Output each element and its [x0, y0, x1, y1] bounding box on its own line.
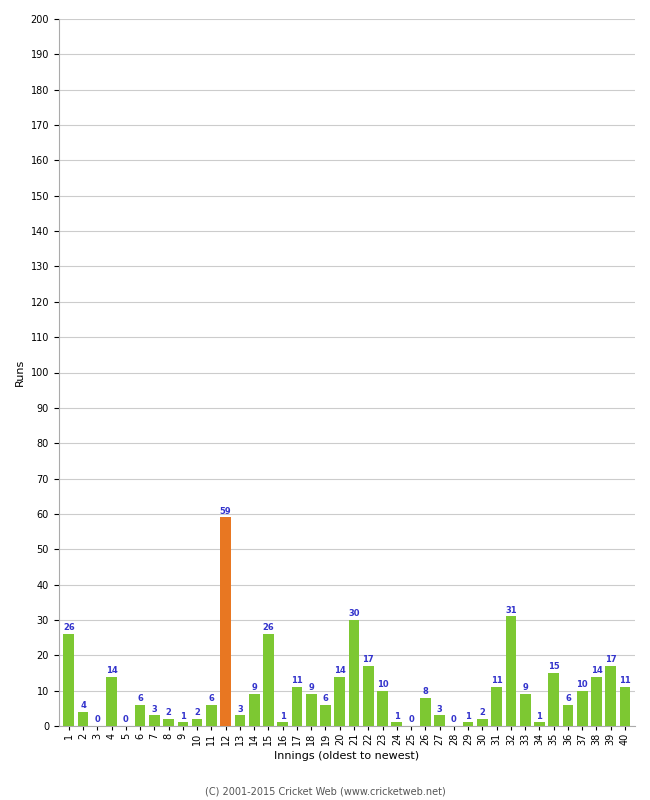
Text: 6: 6 — [137, 694, 143, 703]
Bar — [106, 677, 117, 726]
Bar — [149, 715, 160, 726]
Text: 10: 10 — [577, 680, 588, 689]
Bar — [391, 722, 402, 726]
Bar — [377, 690, 388, 726]
Text: 10: 10 — [377, 680, 388, 689]
Text: 3: 3 — [151, 705, 157, 714]
Bar — [177, 722, 188, 726]
Text: 9: 9 — [252, 683, 257, 693]
Text: 30: 30 — [348, 609, 359, 618]
Text: 6: 6 — [565, 694, 571, 703]
Text: 14: 14 — [591, 666, 603, 674]
Bar — [534, 722, 545, 726]
Text: 11: 11 — [619, 676, 631, 686]
Text: 0: 0 — [123, 715, 129, 724]
Text: 1: 1 — [180, 712, 186, 721]
Bar — [491, 687, 502, 726]
Bar — [591, 677, 602, 726]
Text: 3: 3 — [437, 705, 443, 714]
Text: 1: 1 — [394, 712, 400, 721]
Bar — [320, 705, 331, 726]
Text: 1: 1 — [280, 712, 285, 721]
Text: 0: 0 — [451, 715, 457, 724]
X-axis label: Innings (oldest to newest): Innings (oldest to newest) — [274, 751, 419, 761]
Text: 2: 2 — [480, 708, 486, 717]
Bar — [163, 719, 174, 726]
Text: 14: 14 — [106, 666, 118, 674]
Text: 31: 31 — [505, 606, 517, 614]
Bar — [263, 634, 274, 726]
Bar — [348, 620, 359, 726]
Bar — [563, 705, 573, 726]
Bar — [363, 666, 374, 726]
Text: 1: 1 — [465, 712, 471, 721]
Bar — [64, 634, 74, 726]
Bar — [619, 687, 630, 726]
Y-axis label: Runs: Runs — [15, 359, 25, 386]
Bar — [334, 677, 345, 726]
Bar — [206, 705, 216, 726]
Text: 17: 17 — [363, 655, 374, 664]
Text: (C) 2001-2015 Cricket Web (www.cricketweb.net): (C) 2001-2015 Cricket Web (www.cricketwe… — [205, 786, 445, 796]
Bar — [235, 715, 245, 726]
Text: 26: 26 — [63, 623, 75, 632]
Bar — [78, 712, 88, 726]
Text: 0: 0 — [408, 715, 414, 724]
Text: 0: 0 — [94, 715, 100, 724]
Bar — [605, 666, 616, 726]
Text: 59: 59 — [220, 506, 231, 516]
Text: 17: 17 — [605, 655, 617, 664]
Bar — [220, 518, 231, 726]
Text: 6: 6 — [322, 694, 328, 703]
Text: 2: 2 — [166, 708, 172, 717]
Bar — [278, 722, 288, 726]
Bar — [549, 673, 559, 726]
Bar — [420, 698, 431, 726]
Text: 15: 15 — [548, 662, 560, 671]
Text: 11: 11 — [291, 676, 303, 686]
Text: 4: 4 — [80, 701, 86, 710]
Bar — [135, 705, 146, 726]
Bar — [434, 715, 445, 726]
Text: 1: 1 — [536, 712, 542, 721]
Text: 9: 9 — [308, 683, 314, 693]
Text: 3: 3 — [237, 705, 243, 714]
Bar — [192, 719, 203, 726]
Text: 9: 9 — [523, 683, 528, 693]
Bar — [577, 690, 588, 726]
Bar — [292, 687, 302, 726]
Text: 6: 6 — [209, 694, 214, 703]
Bar — [463, 722, 473, 726]
Text: 8: 8 — [422, 687, 428, 696]
Text: 26: 26 — [263, 623, 274, 632]
Text: 2: 2 — [194, 708, 200, 717]
Bar — [506, 617, 516, 726]
Bar — [520, 694, 530, 726]
Bar — [306, 694, 317, 726]
Bar — [477, 719, 488, 726]
Bar — [249, 694, 259, 726]
Text: 14: 14 — [334, 666, 346, 674]
Text: 11: 11 — [491, 676, 502, 686]
